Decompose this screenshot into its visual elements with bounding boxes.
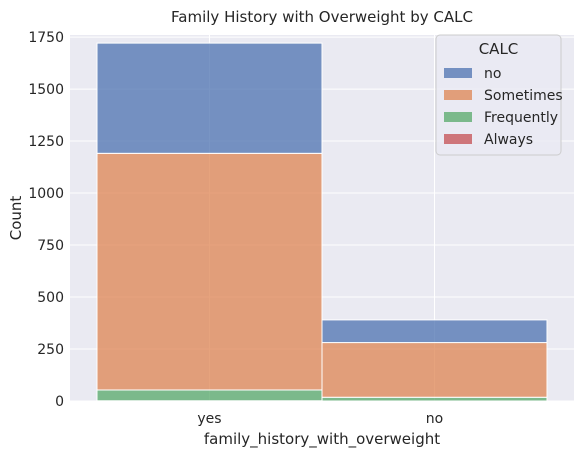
bars (96, 42, 548, 402)
y-tick-label: 1000 (28, 186, 64, 202)
bar-frequently-no (321, 396, 548, 402)
x-tick-labels: yes no (197, 411, 443, 427)
bar-frequently-yes (96, 389, 323, 402)
x-tick-label: no (426, 411, 443, 427)
legend-label-sometimes: Sometimes (484, 88, 563, 104)
legend-swatch-sometimes (444, 90, 472, 100)
y-tick-label: 1750 (28, 30, 64, 46)
y-tick-label: 1500 (28, 82, 64, 98)
legend-label-always: Always (484, 132, 533, 148)
legend-label-no: no (484, 66, 501, 82)
x-tick-label: yes (197, 411, 221, 427)
y-tick-label: 500 (37, 290, 64, 306)
y-tick-label: 250 (37, 342, 64, 358)
legend-title: CALC (479, 40, 519, 58)
y-axis-label: Count (7, 196, 25, 241)
y-tick-labels: 0 250 500 750 1000 1250 1500 1750 (28, 30, 64, 410)
bar-sometimes-yes (96, 152, 323, 391)
legend-label-frequently: Frequently (484, 110, 558, 126)
x-axis-label: family_history_with_overweight (204, 430, 440, 449)
bar-no-yes (96, 42, 323, 154)
legend-box (435, 34, 562, 156)
legend-swatch-always (444, 134, 472, 144)
chart-title: Family History with Overweight by CALC (171, 8, 473, 26)
y-tick-label: 0 (55, 394, 64, 410)
bar-no-no (321, 319, 548, 344)
legend-swatch-no (444, 68, 472, 78)
y-tick-label: 1250 (28, 134, 64, 150)
y-tick-label: 750 (37, 238, 64, 254)
legend-swatch-frequently (444, 112, 472, 122)
legend: CALC no Sometimes Frequently Always (435, 34, 563, 156)
bar-sometimes-no (321, 342, 548, 398)
